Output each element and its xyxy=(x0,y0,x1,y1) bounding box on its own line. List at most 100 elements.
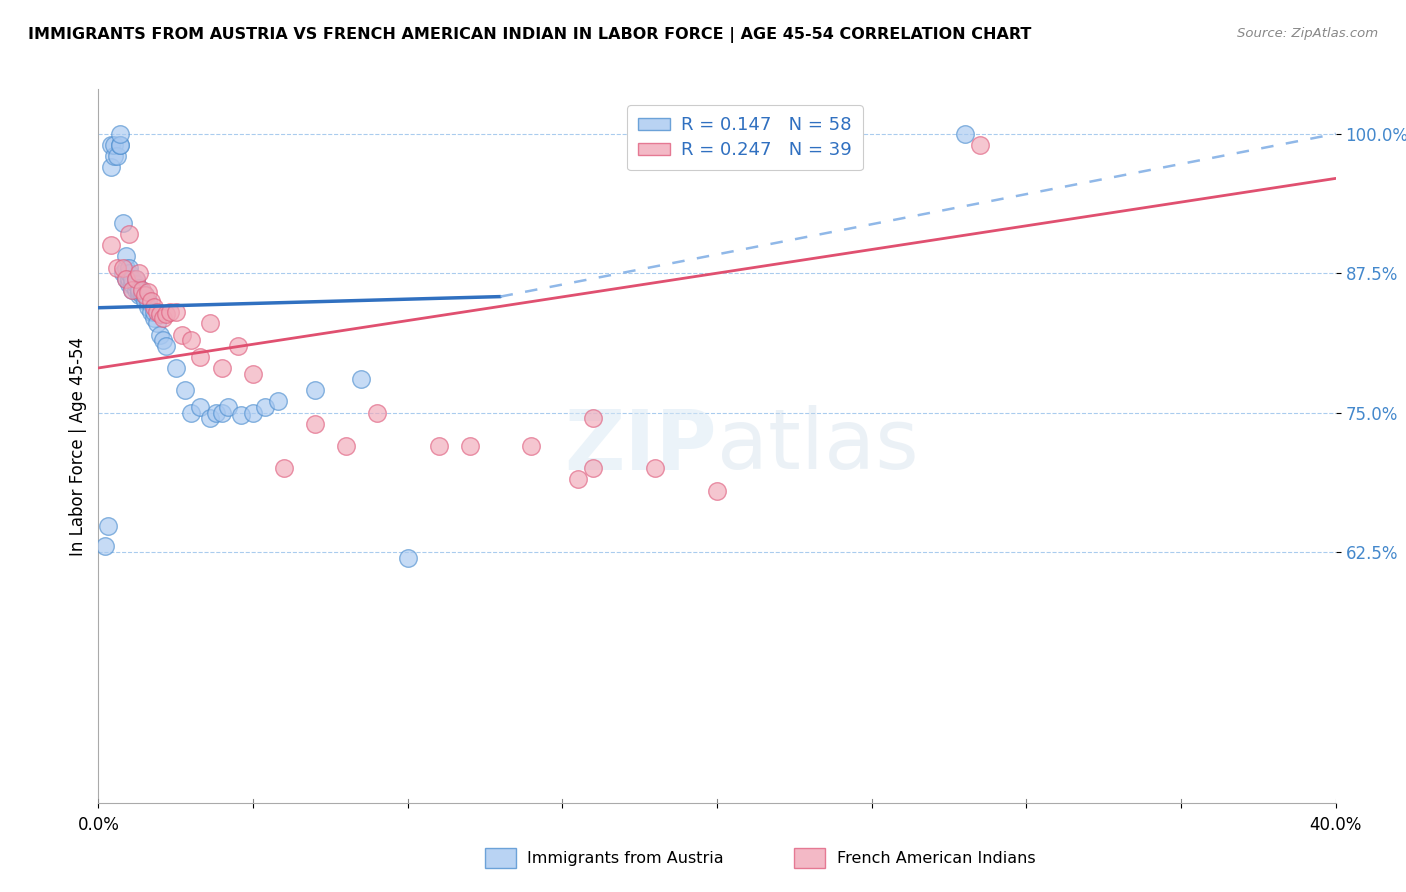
Point xyxy=(128,288,150,302)
Point xyxy=(242,405,264,420)
Point xyxy=(152,333,174,347)
Point xyxy=(567,473,589,487)
Point xyxy=(100,161,122,175)
Point xyxy=(582,461,605,475)
Point xyxy=(131,283,153,297)
Point xyxy=(143,300,166,314)
Point xyxy=(128,283,150,297)
Point xyxy=(143,310,166,325)
Point xyxy=(118,227,141,241)
Point xyxy=(706,483,728,498)
Point xyxy=(211,361,233,376)
Text: Source: ZipAtlas.com: Source: ZipAtlas.com xyxy=(1237,27,1378,40)
Point xyxy=(149,327,172,342)
Point xyxy=(146,317,169,331)
Point xyxy=(953,127,976,141)
Point xyxy=(217,400,239,414)
Point xyxy=(139,293,162,308)
Point xyxy=(190,350,212,364)
Point xyxy=(229,408,252,422)
Point xyxy=(103,138,125,153)
Point xyxy=(174,384,197,398)
Point xyxy=(149,307,172,322)
Point xyxy=(155,307,177,322)
Point xyxy=(131,288,153,302)
Point xyxy=(180,333,202,347)
Point xyxy=(108,127,131,141)
Point xyxy=(105,260,128,275)
Point xyxy=(100,138,122,153)
Point xyxy=(165,361,187,376)
Point xyxy=(335,439,357,453)
Point xyxy=(128,266,150,280)
Point xyxy=(427,439,450,453)
Point xyxy=(242,367,264,381)
Point xyxy=(136,293,159,308)
Point xyxy=(267,394,290,409)
Point xyxy=(97,519,120,533)
Point xyxy=(211,405,233,420)
Point xyxy=(304,384,326,398)
Point xyxy=(205,405,228,420)
Point xyxy=(136,300,159,314)
Point xyxy=(124,271,146,285)
Text: ZIP: ZIP xyxy=(565,406,717,486)
Point xyxy=(118,260,141,275)
Text: IMMIGRANTS FROM AUSTRIA VS FRENCH AMERICAN INDIAN IN LABOR FORCE | AGE 45-54 COR: IMMIGRANTS FROM AUSTRIA VS FRENCH AMERIC… xyxy=(28,27,1032,43)
Point xyxy=(136,285,159,300)
Point xyxy=(198,317,221,331)
Point xyxy=(103,149,125,163)
Point xyxy=(134,288,156,302)
Point xyxy=(128,285,150,300)
Point xyxy=(118,271,141,285)
Point xyxy=(112,216,135,230)
Text: 0.0%: 0.0% xyxy=(77,816,120,834)
Legend: R = 0.147   N = 58, R = 0.247   N = 39: R = 0.147 N = 58, R = 0.247 N = 39 xyxy=(627,105,863,170)
Point xyxy=(115,250,138,264)
Point xyxy=(273,461,295,475)
Point xyxy=(180,405,202,420)
Point xyxy=(128,281,150,295)
Point xyxy=(124,271,146,285)
Point xyxy=(115,271,138,285)
Point xyxy=(226,338,249,352)
Point xyxy=(152,310,174,325)
Point xyxy=(304,417,326,431)
Point xyxy=(134,288,156,302)
Point xyxy=(170,327,193,342)
Point xyxy=(134,293,156,308)
Text: 40.0%: 40.0% xyxy=(1309,816,1362,834)
Point xyxy=(112,266,135,280)
Point xyxy=(112,260,135,275)
Point xyxy=(350,372,373,386)
Point xyxy=(115,260,138,275)
Text: Immigrants from Austria: Immigrants from Austria xyxy=(527,851,724,865)
Point xyxy=(396,550,419,565)
Point xyxy=(458,439,481,453)
Point xyxy=(121,271,143,285)
Point xyxy=(146,305,169,319)
Point xyxy=(159,305,181,319)
Point xyxy=(644,461,666,475)
Point xyxy=(100,238,122,252)
Point xyxy=(118,266,141,280)
Point xyxy=(131,285,153,300)
Point xyxy=(124,283,146,297)
Point xyxy=(155,338,177,352)
Point xyxy=(582,411,605,425)
Text: atlas: atlas xyxy=(717,406,918,486)
Text: French American Indians: French American Indians xyxy=(837,851,1035,865)
Point xyxy=(969,138,991,153)
Point xyxy=(121,277,143,292)
Point xyxy=(115,271,138,285)
Point xyxy=(520,439,543,453)
Point xyxy=(118,277,141,292)
Point xyxy=(139,305,162,319)
Point xyxy=(108,138,131,153)
Point xyxy=(93,539,115,553)
Point xyxy=(124,277,146,292)
Point xyxy=(198,411,221,425)
Point xyxy=(121,283,143,297)
Point xyxy=(108,138,131,153)
Point xyxy=(105,149,128,163)
